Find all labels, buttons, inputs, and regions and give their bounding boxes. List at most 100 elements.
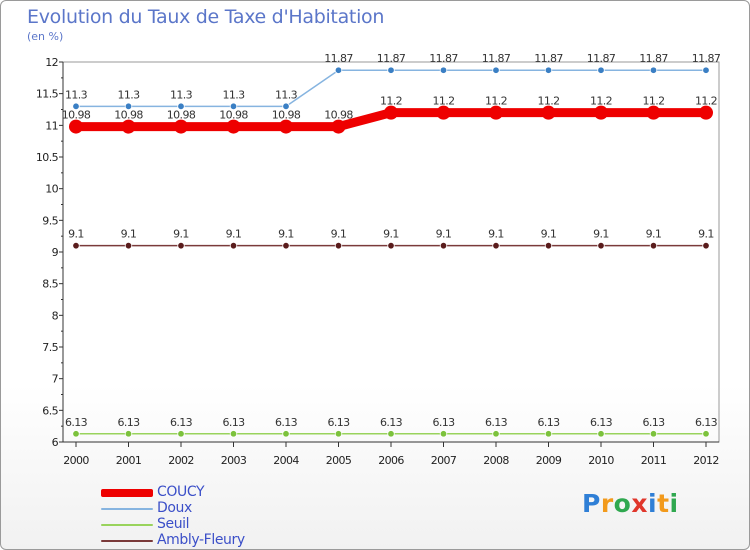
data-label: 11.87 bbox=[324, 52, 353, 65]
y-tick-label: 10 bbox=[45, 183, 58, 196]
data-point bbox=[72, 430, 80, 438]
data-point bbox=[387, 430, 395, 438]
y-tick-label: 8.5 bbox=[42, 278, 58, 291]
data-label: 11.2 bbox=[590, 95, 612, 108]
data-label: 6.13 bbox=[170, 416, 193, 429]
data-label: 9.1 bbox=[331, 228, 347, 241]
data-label: 9.1 bbox=[383, 228, 399, 241]
data-label: 10.98 bbox=[219, 109, 248, 122]
logo-letter: P bbox=[582, 489, 601, 518]
data-label: 6.13 bbox=[275, 416, 298, 429]
data-label: 11.2 bbox=[432, 95, 454, 108]
data-point bbox=[597, 430, 605, 438]
data-label: 9.1 bbox=[121, 228, 137, 241]
legend-label: Seuil bbox=[157, 516, 190, 532]
data-point bbox=[334, 66, 343, 74]
y-tick-label: 6 bbox=[52, 436, 59, 449]
data-point bbox=[279, 119, 293, 134]
data-point bbox=[387, 241, 395, 250]
legend-swatch bbox=[101, 524, 153, 526]
data-point bbox=[699, 105, 713, 120]
data-label: 11.3 bbox=[65, 88, 88, 101]
data-point bbox=[229, 430, 238, 438]
y-tick-label: 9.5 bbox=[42, 214, 58, 227]
chart-title: Evolution du Taux de Taxe d'Habitation bbox=[27, 6, 385, 28]
x-tick-label: 2000 bbox=[63, 454, 89, 467]
y-tick-label: 8 bbox=[52, 309, 59, 322]
data-label: 11.87 bbox=[692, 52, 721, 65]
x-tick-label: 2003 bbox=[221, 454, 247, 467]
data-label: 9.1 bbox=[488, 228, 504, 241]
data-point bbox=[69, 119, 83, 134]
x-tick-label: 2004 bbox=[273, 454, 299, 467]
data-label: 11.87 bbox=[587, 52, 616, 65]
data-point bbox=[702, 241, 710, 250]
data-point bbox=[544, 241, 553, 250]
logo-letter: t bbox=[657, 489, 670, 518]
data-label: 9.1 bbox=[593, 228, 609, 241]
data-label: 11.3 bbox=[117, 88, 140, 101]
data-point bbox=[124, 102, 133, 111]
data-point bbox=[229, 241, 238, 250]
x-tick-label: 2002 bbox=[168, 454, 194, 467]
logo-letter: x bbox=[631, 489, 648, 518]
data-point bbox=[436, 105, 451, 120]
data-label: 11.3 bbox=[275, 88, 298, 101]
data-label: 6.13 bbox=[65, 416, 88, 429]
x-tick-label: 2011 bbox=[641, 454, 667, 467]
logo-letter: o bbox=[613, 489, 632, 518]
data-label: 6.13 bbox=[380, 416, 403, 429]
data-point bbox=[177, 430, 185, 438]
legend-swatch bbox=[101, 540, 153, 542]
data-label: 9.1 bbox=[226, 228, 242, 241]
data-label: 11.2 bbox=[537, 95, 559, 108]
data-label: 9.1 bbox=[541, 228, 557, 241]
data-point bbox=[492, 66, 500, 74]
y-tick-label: 11.5 bbox=[36, 88, 59, 101]
data-label: 11.2 bbox=[642, 95, 664, 108]
data-point bbox=[597, 241, 605, 250]
x-tick-label: 2008 bbox=[483, 454, 509, 467]
data-point bbox=[492, 430, 500, 438]
legend-label: Doux bbox=[157, 500, 192, 516]
data-point bbox=[439, 241, 448, 250]
x-tick-label: 2005 bbox=[326, 454, 352, 467]
legend-label: Ambly-Fleury bbox=[157, 532, 245, 548]
data-point bbox=[334, 241, 343, 250]
data-point bbox=[649, 66, 658, 74]
axes: 6 6.5 7 7.5 8 8.5 9 9.5 10 10.5 11 11.5 12 2000 2001 20… bbox=[36, 56, 720, 467]
data-label: 6.13 bbox=[537, 416, 560, 429]
data-label: 10.98 bbox=[167, 109, 196, 122]
data-point bbox=[649, 241, 658, 250]
data-point bbox=[177, 241, 185, 250]
y-tick-label: 7.5 bbox=[42, 341, 58, 354]
data-labels: 6.13 6.13 6.13 6.13 6.13 6.13 6.13 6.13 6.13 6.13… bbox=[62, 52, 722, 429]
data-label: 11.87 bbox=[639, 52, 668, 65]
y-tick-label: 11 bbox=[45, 119, 58, 132]
data-label: 6.13 bbox=[485, 416, 508, 429]
logo-letter: i bbox=[669, 489, 679, 518]
data-label: 11.3 bbox=[222, 88, 245, 101]
data-label: 11.87 bbox=[429, 52, 458, 65]
data-point bbox=[229, 102, 238, 111]
x-tick-label: 2009 bbox=[536, 454, 562, 467]
data-label: 10.98 bbox=[324, 109, 353, 122]
data-point bbox=[439, 66, 448, 74]
y-tick-label: 12 bbox=[45, 56, 58, 69]
y-unit-label: (en %) bbox=[27, 30, 64, 43]
data-label: 11.87 bbox=[377, 52, 406, 65]
x-tick-label: 2012 bbox=[693, 454, 719, 467]
data-point bbox=[489, 105, 503, 120]
data-label: 6.13 bbox=[432, 416, 455, 429]
data-label: 6.13 bbox=[117, 416, 140, 429]
data-point bbox=[597, 66, 605, 74]
data-label: 9.1 bbox=[436, 228, 452, 241]
data-point bbox=[174, 119, 188, 134]
data-point bbox=[282, 102, 290, 111]
data-label: 9.1 bbox=[646, 228, 662, 241]
data-point bbox=[72, 102, 80, 111]
legend-label: COUCY bbox=[157, 484, 205, 500]
logo-letter: r bbox=[600, 489, 614, 518]
